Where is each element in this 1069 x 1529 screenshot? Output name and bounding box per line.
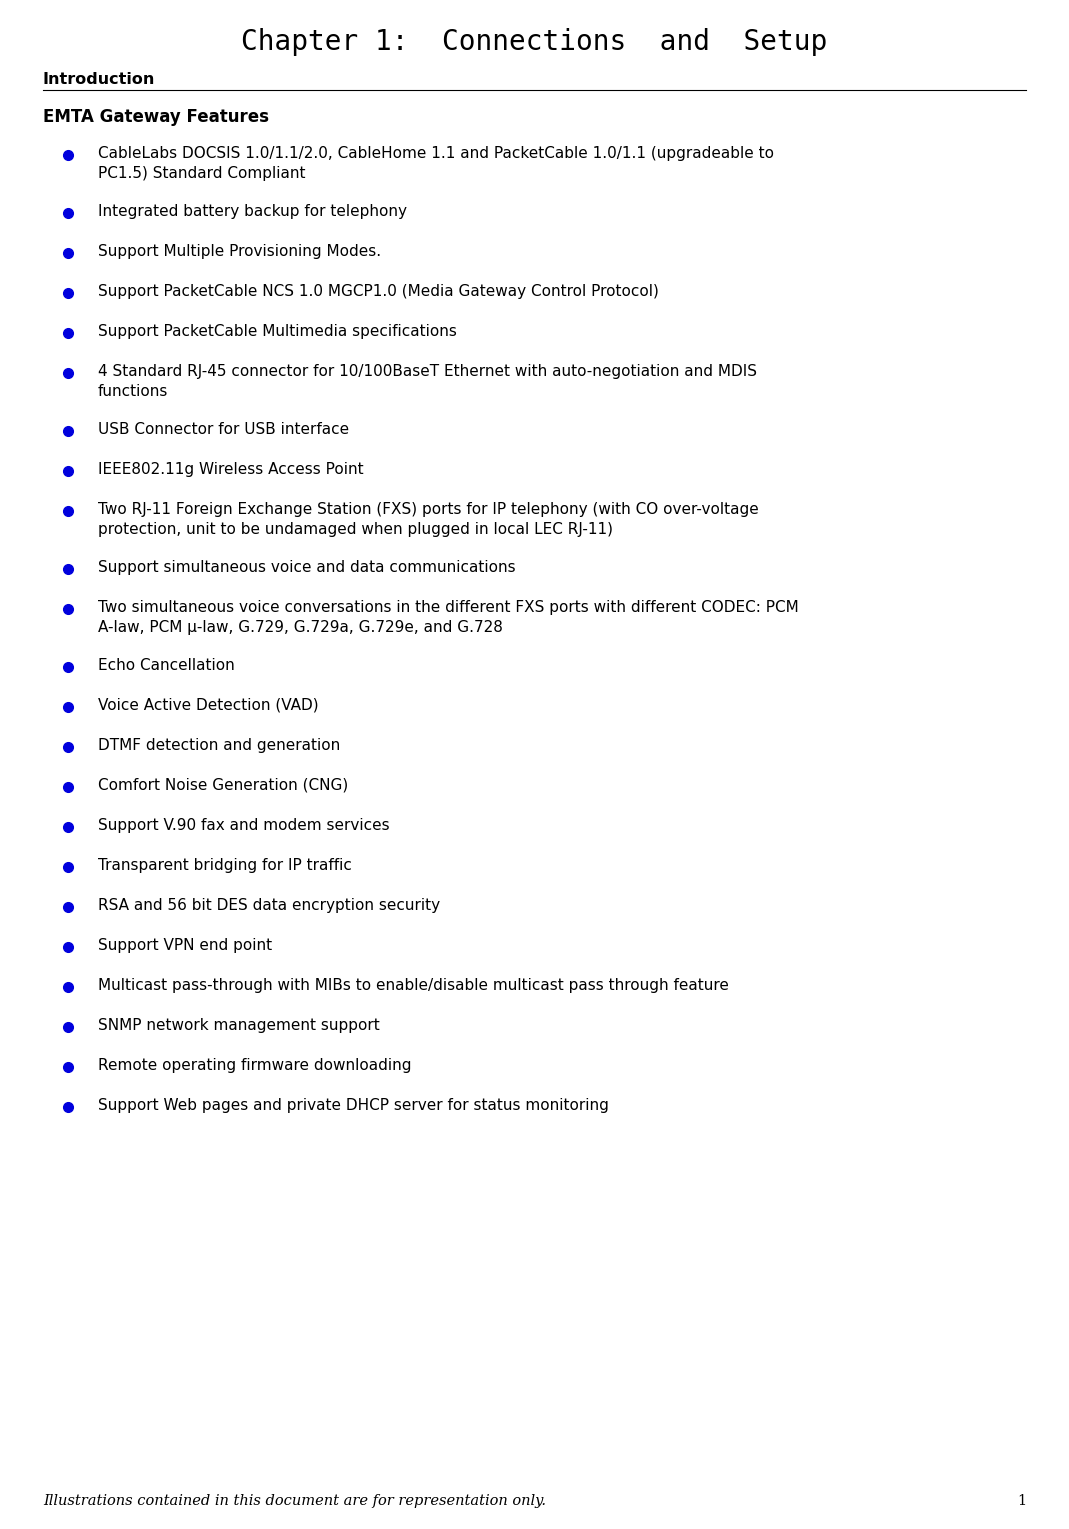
Text: Voice Active Detection (VAD): Voice Active Detection (VAD) [98,699,319,713]
Text: 1: 1 [1017,1494,1026,1508]
Text: protection, unit to be undamaged when plugged in local LEC RJ-11): protection, unit to be undamaged when pl… [98,521,613,537]
Text: RSA and 56 bit DES data encryption security: RSA and 56 bit DES data encryption secur… [98,898,440,913]
Text: Illustrations contained in this document are for representation only.: Illustrations contained in this document… [43,1494,546,1508]
Text: EMTA Gateway Features: EMTA Gateway Features [43,109,269,125]
Text: Introduction: Introduction [43,72,155,87]
Text: Multicast pass-through with MIBs to enable/disable multicast pass through featur: Multicast pass-through with MIBs to enab… [98,979,729,992]
Text: Support Web pages and private DHCP server for status monitoring: Support Web pages and private DHCP serve… [98,1098,609,1113]
Text: PC1.5) Standard Compliant: PC1.5) Standard Compliant [98,167,306,180]
Text: SNMP network management support: SNMP network management support [98,1018,379,1034]
Text: Support Multiple Provisioning Modes.: Support Multiple Provisioning Modes. [98,245,382,258]
Text: functions: functions [98,384,169,399]
Text: Support V.90 fax and modem services: Support V.90 fax and modem services [98,818,389,833]
Text: Echo Cancellation: Echo Cancellation [98,657,235,673]
Text: Two RJ-11 Foreign Exchange Station (FXS) ports for IP telephony (with CO over-vo: Two RJ-11 Foreign Exchange Station (FXS)… [98,502,759,517]
Text: CableLabs DOCSIS 1.0/1.1/2.0, CableHome 1.1 and PacketCable 1.0/1.1 (upgradeable: CableLabs DOCSIS 1.0/1.1/2.0, CableHome … [98,145,774,161]
Text: Support simultaneous voice and data communications: Support simultaneous voice and data comm… [98,560,515,575]
Text: Chapter 1:  Connections  and  Setup: Chapter 1: Connections and Setup [242,28,827,57]
Text: Comfort Noise Generation (CNG): Comfort Noise Generation (CNG) [98,778,348,794]
Text: DTMF detection and generation: DTMF detection and generation [98,739,340,752]
Text: 4 Standard RJ-45 connector for 10/100BaseT Ethernet with auto-negotiation and MD: 4 Standard RJ-45 connector for 10/100Bas… [98,364,757,379]
Text: Remote operating firmware downloading: Remote operating firmware downloading [98,1058,412,1073]
Text: Two simultaneous voice conversations in the different FXS ports with different C: Two simultaneous voice conversations in … [98,599,799,615]
Text: Support VPN end point: Support VPN end point [98,937,273,953]
Text: Support PacketCable NCS 1.0 MGCP1.0 (Media Gateway Control Protocol): Support PacketCable NCS 1.0 MGCP1.0 (Med… [98,284,659,300]
Text: Transparent bridging for IP traffic: Transparent bridging for IP traffic [98,858,352,873]
Text: USB Connector for USB interface: USB Connector for USB interface [98,422,350,437]
Text: Support PacketCable Multimedia specifications: Support PacketCable Multimedia specifica… [98,324,456,339]
Text: Integrated battery backup for telephony: Integrated battery backup for telephony [98,203,407,219]
Text: A-law, PCM μ-law, G.729, G.729a, G.729e, and G.728: A-law, PCM μ-law, G.729, G.729a, G.729e,… [98,619,502,635]
Text: IEEE802.11g Wireless Access Point: IEEE802.11g Wireless Access Point [98,462,363,477]
